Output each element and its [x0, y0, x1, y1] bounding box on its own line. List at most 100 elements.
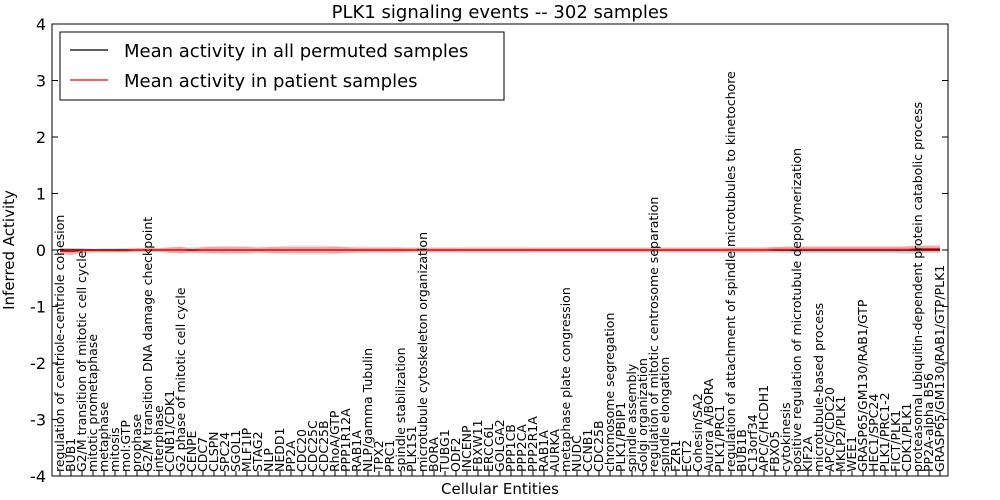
x-tick-label: CDK1/PLK1: [899, 403, 914, 472]
x-tick-label: NLP/gamma Tubulin: [360, 348, 375, 472]
x-tick-label: PPP2R1A: [525, 416, 540, 472]
x-tick-label: CENPE: [184, 430, 199, 472]
x-tick-label: BUB1B: [734, 429, 749, 472]
x-tick-label: metaphase plate congression: [558, 287, 573, 472]
x-tick-label: mol:GTP: [118, 420, 133, 472]
x-tick-label: metaphase: [96, 402, 111, 472]
x-tick-label: BUB1: [63, 438, 78, 472]
x-tick-label: PRC1: [382, 440, 397, 472]
x-tick-label: spindle elongation: [657, 357, 672, 472]
y-tick-label: 0: [36, 241, 46, 260]
x-tick-label: FZR1: [668, 440, 683, 472]
x-tick-label: ERCC6L: [481, 424, 496, 472]
x-tick-label: CDC25B: [591, 420, 606, 472]
x-tick-label: G2/M transition DNA damage checkpoint: [140, 217, 155, 472]
x-tick-label: PLK1/PRC1-2: [877, 392, 892, 472]
legend-label-patient: Mean activity in patient samples: [124, 71, 418, 92]
x-tick-label: regulation of centriole-centriole cohesi…: [52, 215, 67, 472]
x-tick-label: Aurora A/BORA: [701, 378, 716, 472]
y-tick-label: 1: [36, 185, 46, 204]
x-tick-label: NUDC: [569, 435, 584, 472]
x-tick-label: FBXW11: [470, 419, 485, 472]
y-axis-label: Inferred Activity: [0, 190, 18, 310]
legend: Mean activity in all permuted samples Me…: [59, 31, 505, 101]
x-tick-label: CDC25B: [316, 420, 331, 472]
x-tick-label: AURKA: [547, 429, 562, 472]
x-tick-label: PLK1/PRC1: [712, 405, 727, 472]
x-tick-label: TUBG1: [437, 429, 452, 473]
x-tick-label: regulation of attachment of spindle micr…: [723, 71, 738, 472]
x-tick-label: spindle assembly: [624, 363, 639, 472]
plot-area: [59, 245, 940, 256]
y-tick-label: -1: [30, 298, 46, 317]
x-tick-label: ECT2: [679, 440, 694, 472]
x-tick-label: CDC20: [294, 429, 309, 472]
x-tick-label: INCENP: [459, 425, 474, 472]
x-tick-label: C13orf34: [745, 414, 760, 472]
y-tick-label: 2: [36, 128, 46, 147]
x-tick-label: GRASP65/GM130/RAB1/GTP: [855, 299, 870, 472]
x-tick-label: PPP1R12A: [338, 408, 353, 472]
x-tick-label: PPP1CB: [503, 424, 518, 472]
x-tick-label: CCNB1/CDK1: [162, 390, 177, 472]
x-tick-label: KIF2A: [800, 436, 815, 472]
y-axis: -4 -3 -2 -1 0 1 2 3 4: [30, 15, 948, 486]
x-tick-label: cytokinesis: [778, 402, 793, 472]
y-tick-label: -3: [30, 411, 46, 430]
x-axis-label: Cellular Entities: [441, 480, 559, 498]
x-tick-label: CCNB1: [580, 429, 595, 472]
y-tick-label: 3: [36, 72, 46, 91]
legend-label-permuted: Mean activity in all permuted samples: [124, 41, 468, 62]
x-tick-label: GOLGA2: [492, 419, 507, 472]
x-tick-label: PP2A-alpha B56: [921, 373, 936, 472]
x-tick-label: Cohesin/SA2: [690, 393, 705, 472]
x-tick-label: spindle stabilization: [393, 347, 408, 472]
x-tick-label: SPC24: [217, 432, 232, 472]
x-tick-label: APC/C/CDC20: [822, 387, 837, 472]
x-tick-label: MLF1IP: [239, 427, 254, 472]
x-tick-label: chromosome segregation: [602, 313, 617, 472]
x-tick-label: interphase: [151, 405, 166, 472]
x-tick-label: positive regulation of microtubule depol…: [789, 148, 804, 472]
x-tick-label: FICT/PLK1: [888, 410, 903, 472]
x-tick-label: CDC25C: [305, 420, 320, 472]
x-tick-label: PLK1S1: [404, 425, 419, 472]
x-tick-label: proteasomal ubiquitin-dependent protein …: [910, 102, 925, 472]
x-tick-label: RAB1A: [349, 430, 364, 472]
x-tick-label: CDC7: [195, 437, 210, 472]
chart-title: PLK1 signaling events -- 302 samples: [332, 2, 669, 23]
series-line-patient: [59, 248, 940, 253]
x-tick-label: BORA: [426, 437, 441, 472]
x-tick-label: WEE1: [844, 436, 859, 472]
x-tick-label: PPP2CA: [514, 424, 529, 472]
x-tick-label: mitosis: [107, 427, 122, 472]
x-tick-label: Golgi organization: [635, 358, 650, 472]
x-tick-label: G2 phase of mitotic cell cycle: [173, 287, 188, 472]
legend-box: [59, 31, 505, 101]
x-tick-label: MKLP2/PLK1: [833, 396, 848, 472]
x-tick-label: GRASP65/GM130/RAB1/GTP/PLK1: [932, 265, 947, 472]
x-tick-label: ODF2: [448, 437, 463, 472]
x-tick-label: microtubule cytoskeleton organization: [415, 232, 430, 472]
y-tick-label: -2: [30, 354, 46, 373]
x-tick-label: PLK1/PBIP1: [613, 402, 628, 472]
x-tick-label: regulation of mitotic centrosome separat…: [646, 197, 661, 472]
x-tick-label: RhoA/GTP: [327, 410, 342, 472]
x-tick-label: G2/M transition of mitotic cell cycle: [74, 250, 89, 472]
x-tick-label: NLP: [261, 448, 276, 472]
x-tick-label: SGOL1: [228, 430, 243, 472]
x-tick-label: RAB1A: [536, 430, 551, 472]
x-tick-label: microtubule-based process: [811, 303, 826, 472]
x-tick-label: HEC1/SPC24: [866, 394, 881, 472]
x-tick-label: PP2A: [283, 440, 298, 472]
y-tick-label: -4: [30, 467, 46, 486]
x-tick-label: CLSPN: [206, 431, 221, 472]
x-tick-label: mitotic prometaphase: [85, 334, 100, 472]
x-axis: regulation of centriole-centriole cohesi…: [52, 71, 947, 476]
x-tick-label: FBXO5: [767, 431, 782, 472]
x-tick-label: APC/C/HCDH1: [756, 385, 771, 472]
x-tick-label: STAG2: [250, 431, 265, 472]
x-tick-label: TPX2: [371, 440, 386, 473]
x-tick-label: prophase: [129, 414, 144, 472]
